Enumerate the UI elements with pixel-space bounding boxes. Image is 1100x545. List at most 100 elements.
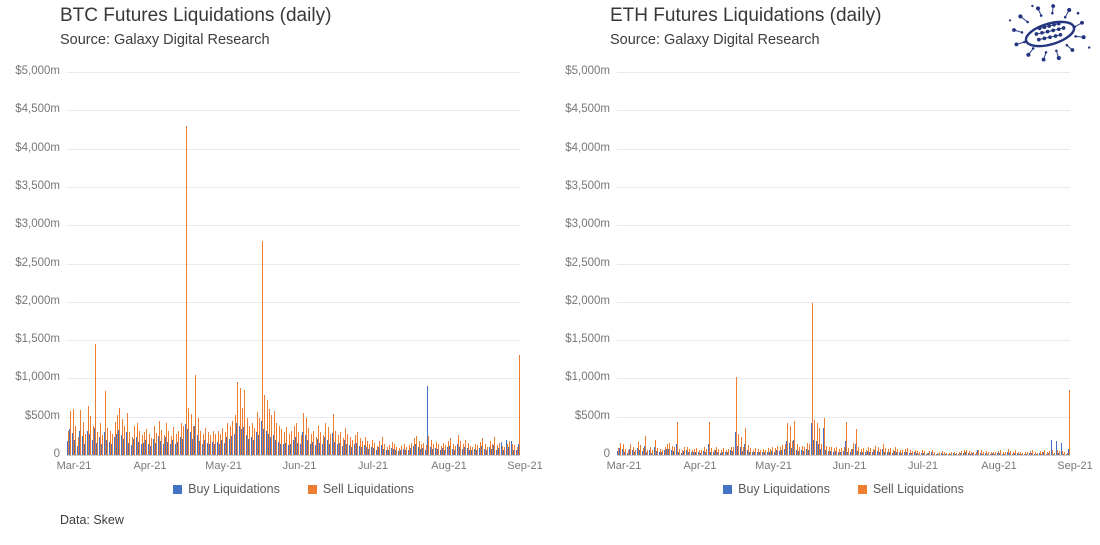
sell-liquidation-bar [207,432,209,455]
buy-liquidation-bar [773,451,775,455]
sell-liquidation-bar [698,449,700,455]
buy-liquidation-bar [412,445,414,455]
sell-liquidation-bar [926,452,928,455]
buy-liquidation-bar [756,451,758,455]
sell-liquidation-bar [332,413,334,455]
sell-liquidation-bar [870,448,872,455]
sell-liquidation-bar [467,442,469,455]
sell-liquidation-bar [860,448,862,455]
buy-liquidation-bar [864,452,866,455]
buy-liquidation-bar [715,450,717,455]
sell-liquidation-bar [691,449,693,455]
sell-liquidation-bar [948,453,950,455]
y-axis-tick-label: $5,000m [15,65,60,77]
buy-liquidation-bar [778,450,780,455]
buy-liquidation-bar [204,440,206,455]
buy-liquidation-bar [177,442,179,455]
sell-liquidation-bar [1054,452,1056,455]
buy-liquidation-bar [307,440,309,455]
buy-liquidation-bar [771,450,773,455]
sell-liquidation-bar [166,422,168,455]
sell-liquidation-bar [504,447,506,455]
buy-liquidation-bar [1043,452,1045,455]
buy-liquidation-bar [957,453,959,455]
sell-liquidation-bar [234,415,236,455]
y-axis-tick-label: $4,500m [15,103,60,116]
y-axis-tick-label: $3,000m [15,218,60,231]
sell-liquidation-bar [349,436,351,455]
sell-liquidation-bar [151,438,153,455]
sell-liquidation-bar [413,438,415,455]
sell-liquidation-bar [787,422,789,455]
buy-liquidation-bar [776,450,778,455]
sell-liquidation-bar [465,439,467,455]
sell-liquidation-bar [899,449,901,455]
sell-liquidation-bar [799,446,801,455]
sell-liquidation-bar [92,425,94,455]
buy-liquidation-bar [916,453,918,455]
buy-liquidation-bar [206,442,208,455]
sell-liquidation-bar [102,435,104,455]
buy-liquidation-bar [74,439,76,455]
legend-item-buy: Buy Liquidations [723,482,830,496]
sell-liquidation-bar [447,441,449,455]
sell-liquidation-bar [980,450,982,455]
buy-liquidation-bar [923,453,925,455]
buy-liquidation-bar [1011,453,1013,455]
buy-liquidation-bar [133,438,135,455]
buy-liquidation-bar [859,451,861,455]
sell-liquidation-bar [330,433,332,455]
buy-liquidation-bar [248,438,250,455]
sell-liquidation-bar [477,445,479,455]
sell-liquidation-bar [1007,449,1009,455]
y-axis-tick-label: $3,500m [565,179,610,192]
buy-liquidation-bar [260,420,262,455]
sell-liquidation-bar [769,448,771,455]
buy-liquidation-bar [1058,453,1060,455]
buy-liquidation-bar [994,453,996,455]
buy-liquidation-bar [906,451,908,455]
sell-liquidation-bar [752,449,754,455]
buy-liquidation-bar [280,443,282,455]
sell-liquidation-bar [354,435,356,455]
buy-liquidation-bar [275,440,277,455]
buy-liquidation-bar [334,442,336,455]
buy-liquidation-bar [1006,452,1008,455]
sell-liquidation-bar [1064,452,1066,455]
buy-liquidation-bar [167,442,169,455]
sell-liquidation-bar [841,448,843,455]
buy-liquidation-bar [1065,453,1067,455]
buy-liquidation-bar [142,442,144,455]
buy-liquidation-bar [766,451,768,455]
sell-liquidation-bar [511,443,513,455]
sell-liquidation-bar [858,447,860,455]
sell-liquidation-bar [622,444,624,455]
gridline [617,72,1070,73]
buy-liquidation-bar [336,444,338,455]
buy-liquidation-bar [810,422,812,455]
buy-liquidation-bar [267,433,269,455]
buy-liquidation-bar [876,451,878,455]
buy-liquidation-bar [118,429,120,455]
sell-liquidation-bar [276,422,278,455]
buy-liquidation-bar [1001,453,1003,455]
eth-chart-panel: ETH Futures Liquidations (daily) Source:… [550,0,1100,545]
sell-liquidation-bar [509,441,511,455]
buy-liquidation-bar [481,445,483,455]
buy-liquidation-bar [292,439,294,455]
x-axis-tick-label: Mar-21 [606,460,642,472]
sell-liquidation-bar [499,442,501,455]
buy-liquidation-bar [636,448,638,455]
sell-liquidation-bar [398,448,400,455]
buy-liquidation-bar [945,453,947,455]
sell-liquidation-bar [452,443,454,455]
buy-liquidation-bar [214,443,216,455]
x-axis-tick-label: Jul-21 [908,460,939,472]
sell-liquidation-bar [77,436,79,455]
sell-liquidation-bar [313,430,315,455]
buy-liquidation-bar [243,427,245,455]
sell-liquidation-bar [1046,452,1048,455]
sell-liquidation-bar [487,446,489,455]
buy-liquidation-bar [786,441,788,455]
buy-liquidation-bar [498,448,500,455]
